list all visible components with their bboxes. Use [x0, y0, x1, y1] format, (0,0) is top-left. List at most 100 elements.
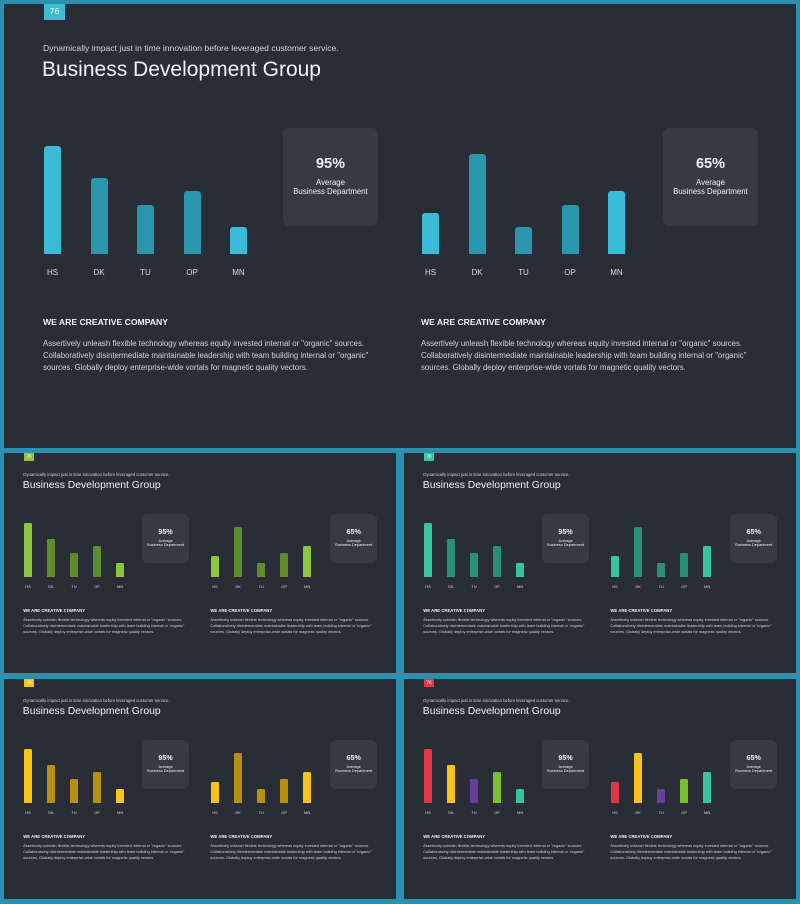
- bar: [23, 749, 33, 803]
- slide: 76 Dynamically impact just in time innova…: [4, 4, 796, 448]
- bar: [702, 771, 712, 803]
- category-label: DK: [448, 809, 454, 815]
- bar: [23, 523, 33, 577]
- page-number-badge: 76: [423, 453, 435, 461]
- bar: [46, 765, 56, 803]
- bar: [256, 789, 266, 803]
- stat-card: 65% Average Business Department: [663, 128, 758, 226]
- stat-label: Business Department: [735, 543, 773, 548]
- stat-label: Average: [558, 765, 573, 770]
- bar: [233, 753, 243, 803]
- bar: [561, 205, 579, 254]
- category-label: TU: [658, 809, 664, 815]
- bar: [279, 552, 289, 577]
- stat-card: 65% Average Business Department: [730, 514, 778, 563]
- category-label: TU: [518, 268, 529, 277]
- section-heading: WE ARE CREATIVE COMPANY: [423, 833, 486, 839]
- slide-subtitle: Dynamically impact just in time innovati…: [423, 698, 570, 704]
- stat-label: Average: [746, 765, 761, 770]
- section-heading: WE ARE CREATIVE COMPANY: [423, 607, 486, 613]
- stat-label: Business Department: [293, 187, 368, 196]
- bar: [210, 782, 220, 803]
- bar: [210, 556, 220, 577]
- bar: [446, 765, 456, 803]
- body-paragraph: Assertively unleash flexible technology …: [423, 844, 585, 861]
- bar: [469, 778, 479, 803]
- stat-card: 95% Average Business Department: [542, 514, 590, 563]
- bar: [115, 563, 125, 577]
- category-label: TU: [471, 583, 477, 589]
- category-label: MN: [116, 583, 124, 589]
- stat-label: Average: [158, 539, 173, 544]
- category-label: TU: [258, 809, 264, 815]
- stat-card: 65% Average Business Department: [330, 514, 378, 563]
- stat-label: Average: [558, 539, 573, 544]
- stat-label: Business Department: [673, 187, 748, 196]
- section-heading: WE ARE CREATIVE COMPANY: [23, 607, 86, 613]
- category-label: DK: [48, 809, 54, 815]
- body-paragraph: Assertively unleash flexible technology …: [421, 339, 747, 372]
- stat-label: Business Department: [547, 543, 585, 548]
- bar: [469, 552, 479, 577]
- category-label: HS: [212, 809, 218, 815]
- slide: 76 Dynamically impact just in time innova…: [4, 679, 396, 899]
- stat-card: 95% Average Business Department: [142, 514, 190, 563]
- bar: [137, 205, 154, 254]
- category-label: MN: [116, 809, 124, 815]
- stat-value: 65%: [746, 528, 761, 537]
- category-label: TU: [258, 583, 264, 589]
- bar: [69, 778, 79, 803]
- bar: [302, 771, 312, 803]
- slide: 76 Dynamically impact just in time innova…: [404, 679, 796, 899]
- slide-title: Business Development Group: [22, 479, 161, 491]
- category-label: OP: [681, 809, 687, 815]
- category-label: MN: [704, 809, 711, 815]
- bar: [515, 789, 525, 803]
- stat-card: 95% Average Business Department: [283, 128, 378, 226]
- stat-card: 95% Average Business Department: [142, 740, 190, 789]
- body-paragraph: Assertively unleash flexible technology …: [210, 618, 372, 635]
- category-label: OP: [281, 809, 287, 815]
- category-label: HS: [46, 268, 59, 277]
- slide-title: Business Development Group: [22, 705, 161, 717]
- bar: [702, 545, 712, 577]
- category-label: DK: [235, 809, 241, 815]
- bar: [515, 227, 532, 254]
- slide: 76 Dynamically impact just in time innova…: [4, 453, 396, 673]
- bar: [492, 545, 502, 577]
- bar: [92, 771, 102, 803]
- bar: [610, 556, 620, 577]
- category-label: MN: [610, 268, 623, 277]
- bar: [608, 191, 625, 254]
- category-label: HS: [25, 809, 31, 815]
- bar: [446, 539, 456, 577]
- category-label: OP: [186, 268, 198, 277]
- bar: [423, 749, 433, 803]
- category-label: HS: [25, 583, 31, 589]
- bar: [44, 146, 61, 254]
- stat-value: 65%: [346, 754, 361, 763]
- stat-label: Average: [696, 178, 725, 187]
- bar: [92, 545, 102, 577]
- bar: [633, 753, 643, 803]
- stat-label: Average: [346, 539, 361, 544]
- stat-card: 95% Average Business Department: [542, 740, 590, 789]
- stat-label: Business Department: [147, 543, 185, 548]
- category-label: DK: [471, 268, 483, 277]
- stat-label: Business Department: [335, 543, 373, 548]
- section-heading: WE ARE CREATIVE COMPANY: [610, 607, 673, 613]
- category-label: MN: [704, 583, 711, 589]
- stat-value: 65%: [346, 528, 361, 537]
- stat-label: Average: [346, 765, 361, 770]
- stat-label: Business Department: [547, 769, 585, 774]
- category-label: OP: [681, 583, 687, 589]
- bar: [679, 552, 689, 577]
- body-paragraph: Assertively unleash flexible technology …: [610, 618, 772, 635]
- stat-label: Average: [746, 539, 761, 544]
- stat-value: 65%: [695, 156, 726, 172]
- section-heading: WE ARE CREATIVE COMPANY: [210, 833, 273, 839]
- stat-value: 65%: [746, 754, 761, 763]
- bar: [302, 545, 312, 577]
- category-label: TU: [471, 809, 477, 815]
- page-number-badge: 76: [23, 679, 35, 687]
